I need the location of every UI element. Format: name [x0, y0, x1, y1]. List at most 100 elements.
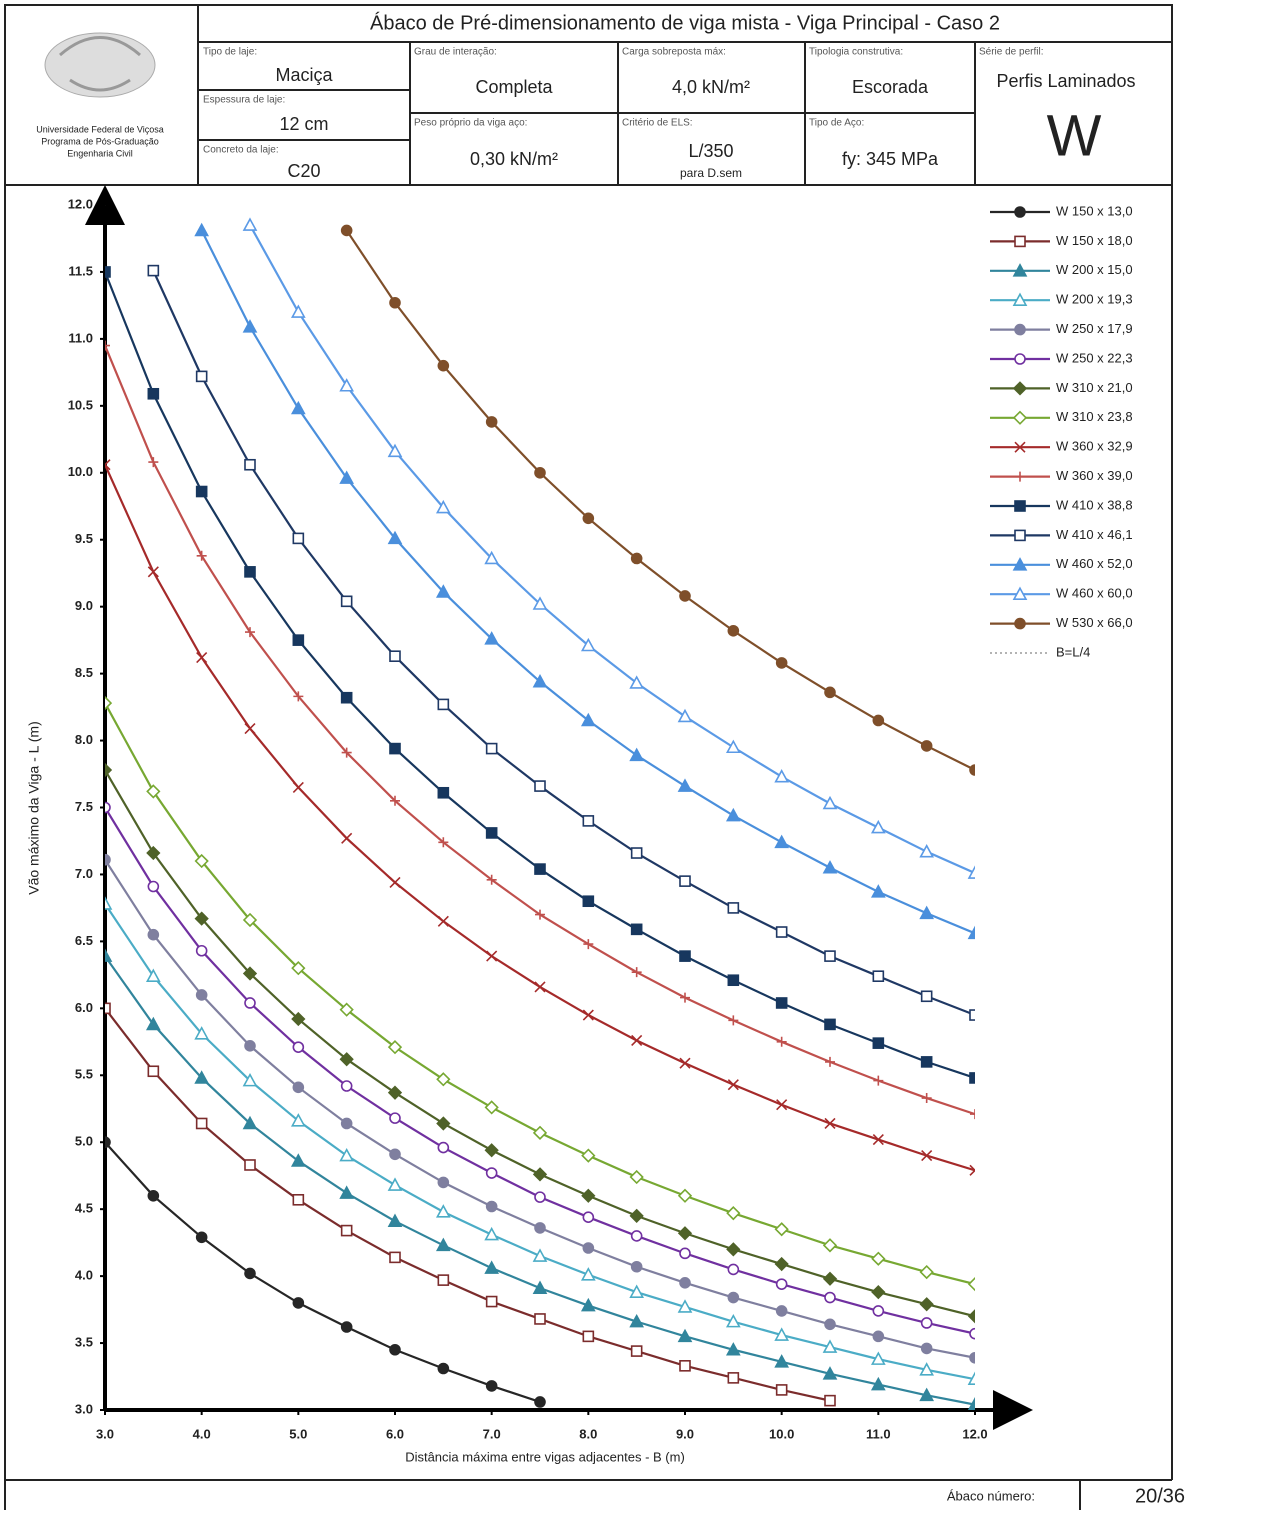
marker: [292, 1081, 305, 1094]
marker: [872, 1330, 885, 1343]
marker: [484, 1100, 499, 1115]
marker: [244, 566, 256, 578]
marker: [532, 1248, 548, 1262]
marker: [774, 1327, 790, 1341]
marker: [437, 698, 450, 711]
marker: [389, 1251, 401, 1264]
marker: [105, 459, 111, 471]
field-value: 0,30 kN/m²: [470, 149, 558, 169]
marker: [389, 742, 401, 755]
field-label: Concreto da laje:: [203, 145, 279, 156]
marker: [195, 485, 208, 498]
plot-area: [105, 205, 975, 1410]
series-line: [105, 1007, 831, 1402]
marker: [679, 950, 691, 962]
legend-label: W 250 x 17,9: [1056, 321, 1133, 336]
marker: [969, 1164, 975, 1176]
field-note: para D.sem: [680, 166, 742, 180]
marker: [290, 1113, 306, 1127]
marker: [435, 499, 451, 514]
marker: [630, 552, 643, 565]
marker: [677, 778, 693, 792]
y-tick-label: 3.5: [75, 1334, 93, 1349]
y-tick-label: 4.5: [75, 1201, 93, 1216]
x-tick-label: 12.0: [962, 1426, 987, 1441]
marker: [774, 1222, 789, 1237]
marker: [340, 224, 353, 237]
marker: [919, 1387, 935, 1402]
series-line: [105, 769, 975, 1318]
y-tick-label: 4.0: [75, 1268, 93, 1283]
field-label: Carga sobreposta máx:: [622, 47, 726, 58]
marker: [242, 1072, 258, 1087]
legend-label: W 530 x 66,0: [1056, 615, 1133, 630]
marker: [437, 1362, 450, 1375]
marker: [340, 1080, 353, 1092]
marker: [435, 1204, 451, 1218]
marker: [196, 550, 207, 561]
marker: [727, 974, 740, 987]
marker: [435, 584, 451, 598]
marker: [580, 1297, 596, 1312]
marker: [244, 458, 256, 471]
marker: [727, 902, 740, 914]
marker: [532, 596, 548, 610]
marker: [389, 296, 401, 309]
y-tick-label: 6.5: [75, 933, 93, 948]
x-tick-label: 4.0: [193, 1426, 211, 1441]
marker: [776, 1036, 787, 1047]
marker: [292, 634, 305, 646]
field-label: Critério de ELS:: [622, 118, 693, 129]
marker: [582, 815, 595, 827]
marker: [146, 845, 161, 861]
marker: [967, 1277, 975, 1292]
logo: [44, 32, 156, 98]
marker: [919, 844, 935, 858]
marker: [437, 786, 450, 799]
institution: Universidade Federal de Viçosa: [36, 124, 163, 134]
marker: [871, 1251, 886, 1266]
marker: [437, 1176, 450, 1189]
marker: [970, 1109, 975, 1120]
marker: [292, 1297, 305, 1309]
marker: [679, 590, 691, 602]
marker: [726, 1242, 741, 1257]
marker: [920, 1317, 933, 1329]
marker: [822, 1366, 838, 1380]
marker: [484, 1143, 499, 1158]
marker: [1012, 263, 1028, 277]
marker: [921, 1150, 933, 1162]
marker: [485, 1295, 498, 1308]
marker: [824, 1018, 836, 1031]
marker: [485, 1167, 498, 1179]
y-tick-label: 3.0: [75, 1401, 93, 1416]
marker: [195, 1231, 208, 1244]
marker: [535, 909, 545, 920]
legend-label: W 310 x 23,8: [1056, 409, 1133, 424]
marker: [532, 673, 548, 688]
marker: [580, 712, 596, 727]
marker: [387, 1213, 403, 1228]
marker: [727, 1079, 739, 1091]
marker: [485, 827, 498, 839]
marker: [291, 1011, 306, 1027]
legend: W 150 x 13,0 W 150 x 18,0 W 200 x 15,0 W 20…: [990, 203, 1133, 659]
y-axis-label: Vão máximo da Viga - L (m): [26, 721, 42, 895]
marker: [967, 1371, 975, 1386]
marker: [870, 1351, 886, 1365]
marker: [631, 1034, 643, 1047]
y-tick-label: 7.5: [75, 799, 93, 814]
x-tick-label: 5.0: [289, 1426, 307, 1441]
marker: [824, 1394, 836, 1407]
marker: [727, 1372, 740, 1384]
marker: [677, 708, 693, 723]
y-tick-label: 6.0: [75, 1000, 93, 1015]
marker: [534, 1191, 546, 1203]
series-line: [105, 345, 975, 1116]
profile-letter: W: [1047, 103, 1102, 168]
marker: [147, 1065, 160, 1078]
marker: [728, 1015, 739, 1026]
marker: [532, 1167, 548, 1182]
marker: [872, 1133, 884, 1146]
